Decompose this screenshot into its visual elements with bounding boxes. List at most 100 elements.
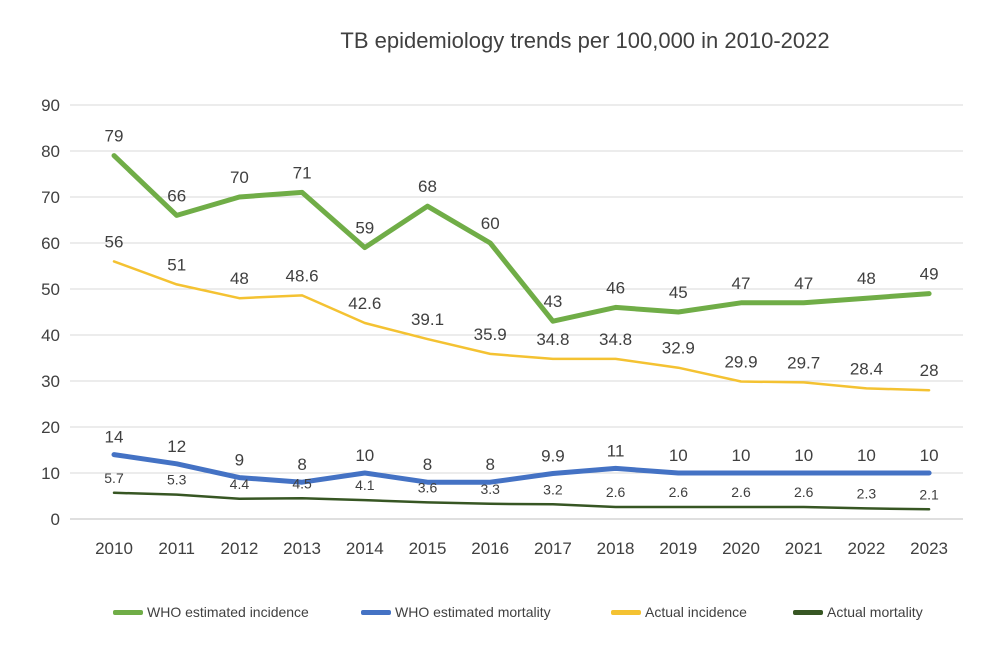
data-label: 29.7 bbox=[787, 353, 820, 372]
y-tick-label: 10 bbox=[41, 464, 60, 483]
data-label: 47 bbox=[794, 274, 813, 293]
x-tick-label: 2012 bbox=[220, 539, 258, 558]
x-tick-label: 2011 bbox=[158, 539, 195, 558]
data-label: 59 bbox=[355, 219, 374, 238]
data-label: 8 bbox=[297, 455, 306, 474]
x-tick-label: 2014 bbox=[346, 539, 384, 558]
data-label: 2.6 bbox=[669, 484, 689, 500]
data-label: 28.4 bbox=[850, 359, 883, 378]
legend-item: Actual mortality bbox=[793, 604, 923, 620]
data-label: 56 bbox=[105, 232, 124, 251]
data-label: 2.1 bbox=[919, 486, 939, 502]
data-label: 10 bbox=[355, 446, 374, 465]
chart-title: TB epidemiology trends per 100,000 in 20… bbox=[340, 28, 830, 53]
y-tick-label: 60 bbox=[41, 234, 60, 253]
series-line-who-estimated-incidence bbox=[111, 153, 932, 324]
series-lines bbox=[111, 153, 932, 511]
data-label: 46 bbox=[606, 278, 625, 297]
data-label: 43 bbox=[543, 292, 562, 311]
data-label: 2.3 bbox=[857, 485, 877, 501]
legend-swatch bbox=[793, 609, 823, 615]
data-label: 4.1 bbox=[355, 477, 375, 493]
data-label: 79 bbox=[105, 127, 124, 146]
data-label: 10 bbox=[920, 446, 939, 465]
data-label: 5.3 bbox=[167, 472, 187, 488]
x-tick-label: 2010 bbox=[95, 539, 133, 558]
data-label: 29.9 bbox=[724, 352, 757, 371]
y-tick-label: 30 bbox=[41, 372, 60, 391]
data-label: 10 bbox=[732, 446, 751, 465]
data-label: 49 bbox=[920, 265, 939, 284]
x-tick-label: 2017 bbox=[534, 539, 572, 558]
data-label: 10 bbox=[857, 446, 876, 465]
data-label: 3.3 bbox=[480, 481, 500, 497]
legend-label: WHO estimated incidence bbox=[147, 604, 309, 620]
data-label: 4.5 bbox=[292, 475, 312, 491]
y-tick-label: 70 bbox=[41, 188, 60, 207]
x-tick-label: 2021 bbox=[785, 539, 823, 558]
data-label: 32.9 bbox=[662, 339, 695, 358]
legend-item: WHO estimated mortality bbox=[361, 604, 551, 620]
data-label: 34.8 bbox=[599, 330, 632, 349]
legend-item: WHO estimated incidence bbox=[113, 604, 309, 620]
legend-swatch bbox=[361, 609, 391, 615]
legend-label: WHO estimated mortality bbox=[395, 604, 551, 620]
x-tick-label: 2022 bbox=[847, 539, 885, 558]
x-tick-label: 2015 bbox=[409, 539, 447, 558]
y-tick-label: 40 bbox=[41, 326, 60, 345]
data-label: 48.6 bbox=[286, 266, 319, 285]
series-line-actual-mortality bbox=[112, 491, 931, 511]
x-axis: 2010 2011 2012 2013 2014 2015 2016 2017 2018 2019… bbox=[95, 539, 948, 558]
data-label: 45 bbox=[669, 283, 688, 302]
x-tick-label: 2013 bbox=[283, 539, 321, 558]
data-label: 34.8 bbox=[536, 330, 569, 349]
legend-item: Actual incidence bbox=[611, 604, 747, 620]
x-tick-label: 2023 bbox=[910, 539, 948, 558]
data-label: 10 bbox=[669, 446, 688, 465]
data-label: 11 bbox=[607, 441, 625, 460]
data-label: 8 bbox=[485, 455, 494, 474]
y-tick-label: 20 bbox=[41, 418, 60, 437]
data-label: 70 bbox=[230, 168, 249, 187]
data-label: 9 bbox=[235, 451, 244, 470]
x-tick-label: 2016 bbox=[471, 539, 509, 558]
data-label: 66 bbox=[167, 186, 186, 205]
legend-label: Actual mortality bbox=[827, 604, 923, 620]
data-label: 3.2 bbox=[543, 481, 563, 497]
x-tick-label: 2018 bbox=[597, 539, 635, 558]
y-tick-label: 80 bbox=[41, 142, 60, 161]
data-label: 8 bbox=[423, 455, 432, 474]
legend-label: Actual incidence bbox=[645, 604, 747, 620]
data-label: 4.4 bbox=[230, 476, 250, 492]
y-tick-label: 90 bbox=[41, 96, 60, 115]
data-labels: 79 66 70 71 59 68 60 43 46 45 47 47 48 49 14 12 9 8 10 8 8 9.… bbox=[104, 127, 939, 503]
series-line-who-estimated-mortality bbox=[111, 452, 932, 485]
data-label: 39.1 bbox=[411, 310, 444, 329]
data-label: 42.6 bbox=[348, 294, 381, 313]
series-line-actual-incidence bbox=[112, 260, 931, 392]
y-tick-label: 50 bbox=[41, 280, 60, 299]
data-label: 51 bbox=[167, 255, 186, 274]
legend-swatch bbox=[611, 609, 641, 615]
y-axis: 0 10 20 30 40 50 60 70 80 90 bbox=[41, 96, 60, 529]
data-label: 2.6 bbox=[731, 484, 751, 500]
data-label: 3.6 bbox=[418, 479, 438, 495]
y-tick-label: 0 bbox=[51, 510, 60, 529]
data-label: 48 bbox=[857, 269, 876, 288]
data-label: 28 bbox=[920, 361, 939, 380]
data-label: 14 bbox=[105, 428, 124, 447]
x-tick-label: 2019 bbox=[659, 539, 697, 558]
data-label: 12 bbox=[167, 437, 186, 456]
data-label: 60 bbox=[481, 214, 500, 233]
data-label: 71 bbox=[293, 163, 312, 182]
legend: WHO estimated incidence WHO estimated mor… bbox=[0, 604, 1000, 628]
data-label: 2.6 bbox=[606, 484, 626, 500]
gridlines bbox=[70, 104, 963, 520]
data-label: 5.7 bbox=[104, 470, 124, 486]
data-label: 2.6 bbox=[794, 484, 814, 500]
data-label: 10 bbox=[794, 446, 813, 465]
data-label: 48 bbox=[230, 269, 249, 288]
data-label: 47 bbox=[732, 274, 751, 293]
legend-swatch bbox=[113, 609, 143, 615]
